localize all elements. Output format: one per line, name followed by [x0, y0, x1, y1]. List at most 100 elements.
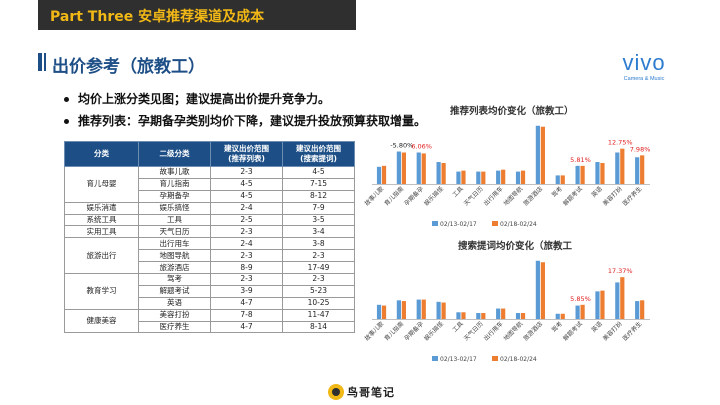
table-cell-rec: 4-5: [210, 189, 283, 203]
table-row: 英语 4-7 10-25: [65, 296, 355, 310]
bar-series-b: [481, 313, 486, 319]
table-row: 教育学习 驾考 2-3 2-3: [64, 273, 355, 310]
legend-swatch: [432, 356, 438, 361]
table-cell-search: 5-23: [282, 284, 355, 298]
x-tick-label: 工具: [451, 320, 464, 333]
table-row: 实用工具 天气日历 2-3 3-4: [64, 225, 355, 239]
table-cell-subcategory: 旅游酒店: [138, 261, 211, 275]
legend-swatch: [432, 221, 438, 226]
table-cell-category: 系统工具: [64, 213, 139, 227]
x-tick-label: 医疗养生: [621, 320, 644, 343]
x-tick-label: 故事儿歌: [363, 185, 386, 208]
x-tick-label: 医疗养生: [621, 185, 644, 208]
bar-series-b: [421, 153, 426, 184]
table-cell-rec: 4-7: [210, 296, 283, 310]
x-tick-label: 出行用车: [482, 185, 505, 208]
table-cell-rec: 2-3: [210, 225, 283, 239]
bar-series-b: [600, 162, 605, 184]
bar-series-a: [635, 301, 640, 319]
vivo-logo-wordmark: vivo: [622, 50, 665, 75]
section-header-bar: Part Three 安卓推荐渠道及成本: [38, 0, 356, 30]
x-tick-label: 驾考: [550, 185, 564, 199]
x-tick-label: 英语: [590, 320, 604, 334]
bar-series-b: [461, 312, 466, 319]
table-cell-category: 旅游出行: [64, 237, 139, 275]
x-tick-label: 英语: [590, 185, 604, 199]
x-tick-label: 出行用车: [482, 320, 505, 343]
table-cell-search: 7-15: [282, 177, 355, 191]
bar-series-a: [436, 301, 441, 319]
footer-logo: 鸟哥笔记: [328, 383, 395, 401]
x-tick-label: 孕期备孕: [402, 320, 425, 343]
x-tick-label: 旅游酒店: [522, 185, 545, 208]
table-cell-search: 4-5: [282, 166, 355, 179]
table-cell-rec: 2-4: [210, 201, 283, 215]
x-tick-label: 故事儿歌: [363, 320, 386, 343]
bar-series-b: [620, 148, 625, 184]
table-cell-subcategory: 育儿指南: [138, 177, 211, 191]
vivo-logo-tagline: Camera & Music: [624, 76, 665, 82]
table-header-row: 分类 二级分类 建议出价范围 (推荐列表) 建议出价范围 (搜索提词): [64, 141, 355, 167]
x-tick-label: 工具: [451, 185, 464, 198]
bird-icon: [328, 384, 344, 400]
x-tick-label: 解题考试: [561, 320, 584, 343]
bar-series-a: [416, 299, 421, 319]
bar-series-a: [615, 152, 620, 184]
table-header-search-range: 建议出价范围 (搜索提词): [282, 141, 355, 167]
bar-series-a: [555, 175, 560, 184]
chart1-title: 推荐列表均价变化（旅教工）: [450, 106, 574, 117]
bar-series-b: [441, 302, 446, 319]
x-tick-label: 地图导航: [502, 320, 525, 343]
bar-series-b: [600, 290, 605, 319]
table-cell-rec: 4-7: [210, 320, 283, 334]
bullet-item: 推荐列表：孕期备孕类别均价下降，建议提升投放预算获取增量。: [62, 110, 426, 132]
x-tick-label: 育儿指南: [383, 185, 406, 208]
x-tick-label: 孕期备孕: [402, 185, 425, 208]
x-tick-label: 天气日历: [462, 320, 485, 343]
table-cell-rec: 2-4: [210, 237, 283, 251]
footer-logo-text: 鸟哥笔记: [347, 386, 395, 399]
table-cell-category: 健康美容: [64, 308, 139, 334]
table-cell-subcategory: 出行用车: [138, 237, 211, 251]
table-header-category: 分类: [64, 141, 139, 167]
x-tick-label: 美容打扮: [601, 320, 624, 343]
bar-series-b: [640, 300, 645, 319]
table-cell-subcategory: 解题考试: [138, 284, 211, 298]
table-cell-search: 17-49: [282, 261, 355, 275]
table-cell-search: 11-47: [282, 308, 355, 322]
table-cell-search: 8-14: [282, 320, 355, 334]
change-annotation: 5.85%: [570, 295, 591, 303]
table-cell-subcategory: 娱乐搞怪: [138, 201, 211, 215]
bar-series-a: [496, 308, 501, 319]
bar-series-a: [456, 171, 461, 184]
table-cell-subcategory: 地图导航: [138, 249, 211, 263]
bid-range-table: 分类 二级分类 建议出价范围 (推荐列表) 建议出价范围 (搜索提词) 育儿母婴…: [64, 141, 355, 334]
bullet-list: 均价上涨分类见图；建议提高出价提升竞争力。 推荐列表：孕期备孕类别均价下降，建议…: [62, 88, 426, 132]
table-header-subcategory: 二级分类: [138, 141, 211, 167]
table-header-rec-range: 建议出价范围 (推荐列表): [210, 141, 283, 167]
bar-series-a: [615, 282, 620, 319]
table-row: 地图导航 2-3 2-3: [65, 249, 355, 263]
table-cell-subcategory: 美容打扮: [138, 308, 211, 322]
table-row: 旅游出行 出行用车 2-4 3-8: [64, 237, 355, 275]
bar-series-a: [476, 313, 481, 319]
bar-series-b: [640, 155, 645, 184]
bar-series-b: [560, 313, 565, 319]
title-marker: [38, 53, 42, 71]
bar-series-a: [436, 162, 441, 184]
bar-series-a: [595, 162, 600, 184]
bar-series-a: [396, 151, 401, 184]
title-marker-thin: [44, 53, 46, 71]
section-header-title: Part Three 安卓推荐渠道及成本: [50, 9, 265, 25]
bar-series-a: [396, 300, 401, 319]
table-row: 健康美容 美容打扮 7-8 11-47: [64, 308, 355, 334]
table-cell-search: 2-3: [282, 273, 355, 286]
table-cell-subcategory: 天气日历: [138, 225, 211, 239]
x-tick-label: 天气日历: [462, 185, 485, 208]
legend-swatch: [492, 356, 498, 361]
table-cell-subcategory: 工具: [138, 213, 211, 227]
table-cell-search: 3-8: [282, 237, 355, 251]
bar-series-b: [560, 175, 565, 184]
bar-series-a: [535, 125, 540, 184]
